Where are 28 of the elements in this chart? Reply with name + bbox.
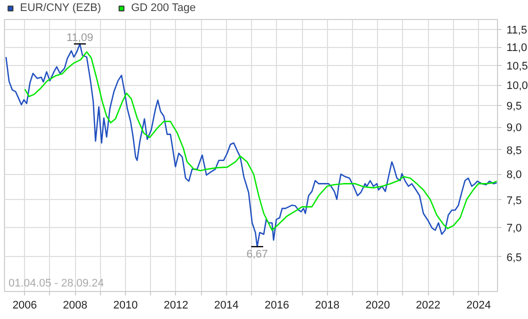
x-tick-label: 2008 <box>62 300 88 312</box>
y-tick-label: 10,0 <box>506 80 528 92</box>
x-tick-label: 2014 <box>214 300 239 312</box>
x-tick-label: 2020 <box>365 300 390 312</box>
x-tick-label: 2012 <box>164 300 188 312</box>
y-tick-label: 10,5 <box>506 60 528 73</box>
x-tick-label: 2022 <box>416 300 440 312</box>
y-tick-label: 9,0 <box>506 122 522 134</box>
x-tick-label: 2016 <box>264 300 290 312</box>
x-tick-label: 2018 <box>315 300 340 312</box>
annotation: 01.04.05 - 28.09.24 <box>8 278 104 290</box>
y-tick-label: 8,5 <box>506 144 522 157</box>
annotation: 11,09 <box>66 32 94 44</box>
legend-label: EUR/CNY (EZB) <box>20 2 102 14</box>
y-tick-label: 11,5 <box>506 24 528 36</box>
x-tick-label: 2006 <box>12 300 37 312</box>
x-tick-label: 2024 <box>466 300 491 312</box>
y-tick-label: 7,5 <box>506 194 522 207</box>
line-series <box>5 43 498 248</box>
legend-label: GD 200 Tage <box>131 2 196 14</box>
y-tick-label: 7,0 <box>506 222 522 234</box>
y-tick-label: 9,5 <box>506 100 522 113</box>
y-tick-label: 8,0 <box>506 169 522 182</box>
y-tick-label: 6,5 <box>506 252 522 264</box>
y-tick-label: 11,0 <box>506 42 528 54</box>
annotation: 6,67 <box>246 248 268 261</box>
x-tick-label: 2010 <box>113 300 138 312</box>
line-series <box>24 51 498 231</box>
